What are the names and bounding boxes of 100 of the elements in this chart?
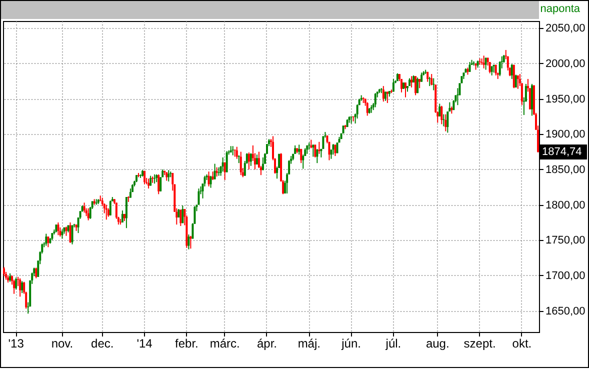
- candlestick: [232, 146, 234, 156]
- candlestick: [222, 156, 224, 172]
- candlestick: [384, 91, 386, 102]
- candlestick: [392, 78, 394, 92]
- candlestick: [382, 86, 384, 102]
- candlestick: [236, 146, 238, 160]
- candlestick: [314, 144, 316, 158]
- candlestick: [57, 222, 60, 236]
- candlestick: [226, 150, 228, 173]
- candlestick: [21, 280, 24, 294]
- candlestick: [198, 188, 200, 206]
- candlestick: [516, 74, 519, 90]
- candlestick: [482, 55, 485, 69]
- candlestick: [312, 144, 314, 158]
- candlestick: [71, 224, 74, 245]
- candlestick: [386, 91, 388, 104]
- candlestick: [298, 144, 300, 156]
- candlestick: [160, 176, 162, 192]
- candlestick: [83, 202, 86, 214]
- candlestick: [356, 104, 358, 120]
- candlestick: [3, 266, 6, 277]
- candlestick: [318, 141, 320, 154]
- candlestick: [144, 170, 146, 185]
- candlestick: [440, 105, 443, 125]
- candlestick: [35, 267, 38, 279]
- candlestick: [208, 171, 210, 187]
- x-tick-label: dec.: [91, 336, 114, 350]
- x-tick-label: okt.: [512, 336, 532, 350]
- candlestick: [438, 103, 441, 117]
- candlestick: [69, 222, 72, 244]
- candlestick: [332, 143, 334, 156]
- candlestick: [125, 196, 128, 229]
- y-tick-label: 2050,00: [546, 22, 586, 35]
- candlestick: [216, 166, 218, 177]
- candlestick: [484, 57, 487, 70]
- candlestick: [65, 226, 68, 236]
- x-tick-label: aug.: [426, 336, 450, 350]
- candlestick: [158, 174, 160, 195]
- x-tick-label: nov.: [51, 336, 74, 350]
- candlestick: [328, 141, 330, 161]
- candlestick: [404, 82, 406, 98]
- x-tick-label: febr.: [175, 336, 198, 350]
- x-tick-label: szept.: [464, 336, 496, 350]
- candlestick: [45, 233, 48, 246]
- candlestick: [416, 77, 419, 94]
- candlestick: [442, 114, 445, 127]
- candlestick: [468, 61, 471, 72]
- candlestick: [490, 66, 493, 76]
- x-tick-label: '14: [136, 336, 153, 350]
- candlestick: [446, 110, 449, 134]
- candlestick: [510, 64, 513, 80]
- candlestick: [414, 76, 417, 96]
- y-tick-label: 1850,00: [546, 164, 586, 176]
- candlestick: [488, 61, 491, 74]
- candlestick: [87, 208, 90, 221]
- x-tick-label: máj.: [298, 336, 320, 350]
- candlestick: [250, 152, 252, 166]
- y-tick-label: 1950,00: [546, 93, 586, 106]
- y-tick-label: 1750,00: [546, 234, 586, 247]
- candlestick: [190, 235, 192, 250]
- candlestick: [366, 102, 368, 116]
- candlestick: [13, 279, 16, 294]
- candlestick: [168, 170, 170, 182]
- candlestick: [15, 277, 18, 290]
- candlestick: [448, 102, 451, 112]
- x-tick-label: júl.: [384, 336, 402, 350]
- candlestick: [109, 200, 112, 216]
- candlestick: [334, 144, 336, 156]
- candlestick: [224, 162, 226, 181]
- candlestick: [77, 216, 80, 234]
- candlestick: [430, 74, 433, 86]
- y-tick-label: 1650,00: [546, 305, 586, 318]
- candlestick: [180, 209, 182, 226]
- candlestick: [322, 136, 324, 150]
- candlestick: [210, 175, 212, 188]
- candlestick: [47, 236, 50, 248]
- candlestick: [248, 152, 250, 170]
- text: 1874,74: [542, 146, 582, 158]
- x-tick-label: ápr.: [256, 336, 277, 350]
- candlestick: [194, 206, 196, 224]
- candlestick: [214, 163, 216, 180]
- candlestick: [410, 76, 413, 88]
- candlestick: [59, 226, 62, 238]
- candlestick: [240, 151, 242, 176]
- candlestick: [514, 74, 517, 88]
- candlestick: [188, 234, 190, 250]
- candlestick: [498, 60, 501, 77]
- x-tick-label: '13: [8, 336, 24, 350]
- candlestick: [444, 114, 447, 132]
- text: naponta: [540, 3, 580, 15]
- candlestick: [374, 92, 376, 108]
- candlestick: [316, 148, 318, 164]
- candlestick: [61, 229, 64, 240]
- candlestick: [420, 72, 423, 82]
- x-tick-label: jún.: [340, 336, 361, 350]
- candlestick: [182, 204, 184, 224]
- y-tick-label: 1700,00: [546, 270, 586, 282]
- candlestick: [19, 278, 22, 298]
- y-tick-label: 1900,00: [546, 128, 586, 141]
- x-tick-label: márc.: [210, 336, 240, 350]
